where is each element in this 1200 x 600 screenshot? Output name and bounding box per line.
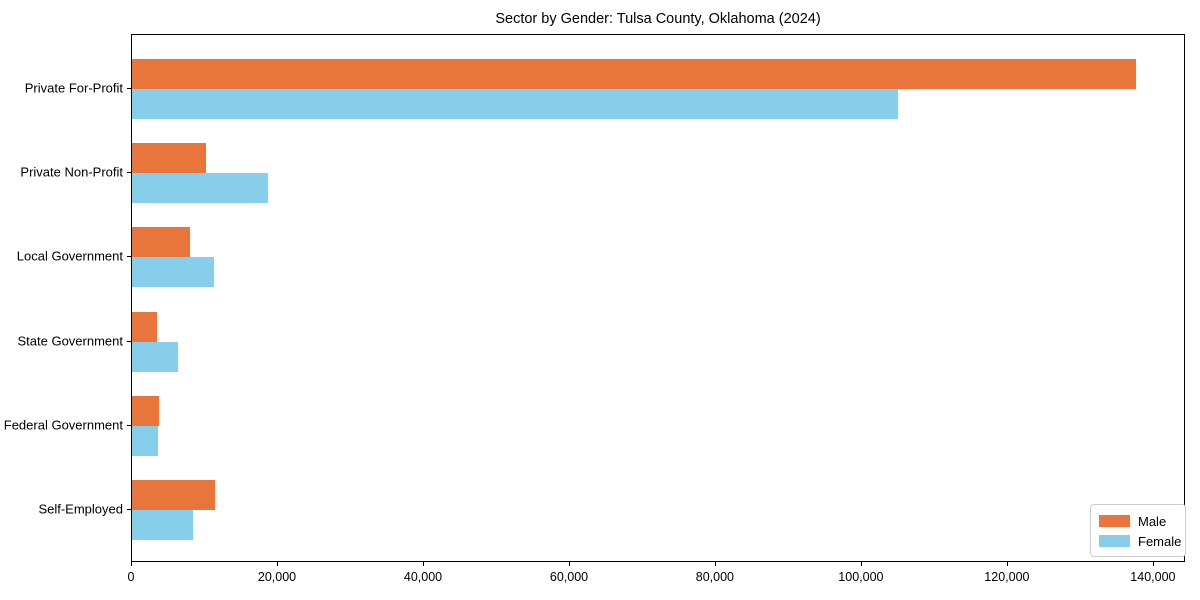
x-tick-mark: [860, 562, 862, 566]
x-tick-label: 80,000: [695, 570, 735, 584]
x-tick-label: 140,000: [1130, 570, 1176, 584]
bar-male-5: [132, 395, 159, 426]
x-tick-mark: [277, 562, 278, 566]
y-tick-label: State Government: [17, 333, 124, 349]
x-tick-mark: [1006, 562, 1008, 566]
x-tick-mark: [1152, 562, 1154, 566]
legend-label: Male: [1138, 513, 1167, 529]
bar-female-2: [132, 173, 268, 204]
chart-title: Sector by Gender: Tulsa County, Oklahoma…: [495, 11, 821, 27]
legend-item-female: Female: [1099, 531, 1181, 551]
bar-female-4: [132, 341, 178, 372]
x-tick-label: 40,000: [403, 570, 443, 584]
x-tick-label: 60,000: [549, 570, 589, 584]
bar-male-6: [132, 480, 216, 510]
legend-item-male: Male: [1099, 511, 1177, 531]
y-tick-mark: [127, 509, 131, 510]
y-tick-label: Private For-Profit: [24, 80, 123, 96]
x-tick-mark: [423, 562, 424, 566]
female-swatch: [1099, 535, 1130, 547]
bar-female-3: [132, 257, 214, 288]
y-tick-label: Local Government: [16, 248, 123, 264]
y-tick-label: Federal Government: [3, 417, 123, 433]
plot-area: [131, 34, 1185, 562]
bar-female-1: [132, 89, 899, 119]
legend-label: Female: [1138, 533, 1182, 549]
x-tick-mark: [714, 562, 716, 566]
x-tick-label: 20,000: [257, 570, 297, 584]
male-swatch: [1099, 515, 1130, 527]
legend: Male Female: [1090, 504, 1186, 557]
bar-male-3: [132, 227, 190, 258]
x-tick-mark: [131, 562, 132, 566]
x-tick-label: 120,000: [984, 570, 1030, 584]
y-tick-mark: [127, 172, 131, 174]
y-tick-mark: [127, 256, 131, 258]
y-tick-mark: [127, 424, 131, 426]
x-tick-mark: [569, 562, 570, 566]
bar-male-4: [132, 311, 157, 342]
bar-male-2: [132, 143, 206, 174]
y-tick-mark: [127, 340, 131, 342]
bar-male-1: [132, 59, 1136, 89]
x-tick-label: 0: [127, 570, 135, 584]
y-tick-mark: [127, 88, 131, 89]
bar-female-6: [132, 510, 194, 540]
bar-female-5: [132, 425, 159, 456]
x-tick-label: 100,000: [838, 570, 884, 584]
y-tick-label: Private Non-Profit: [20, 164, 123, 180]
y-tick-label: Self-Employed: [38, 501, 123, 517]
